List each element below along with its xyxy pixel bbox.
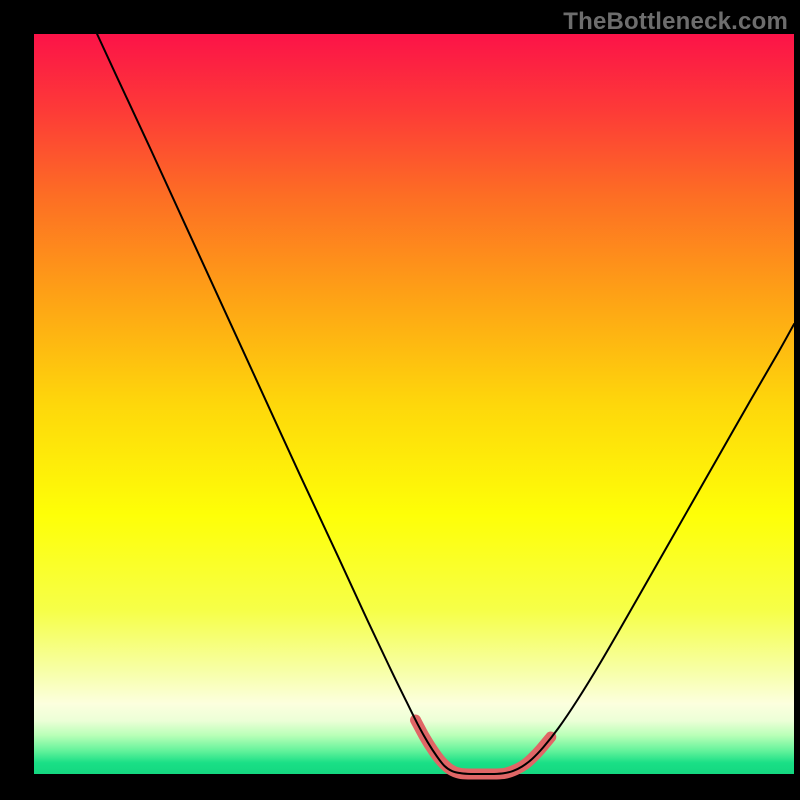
bottleneck-chart: TheBottleneck.com (0, 0, 800, 800)
frame-border-right (794, 0, 800, 800)
frame-border-bottom (0, 774, 800, 800)
watermark-text: TheBottleneck.com (563, 8, 788, 36)
chart-svg (0, 0, 800, 800)
frame-border-left (0, 0, 34, 800)
